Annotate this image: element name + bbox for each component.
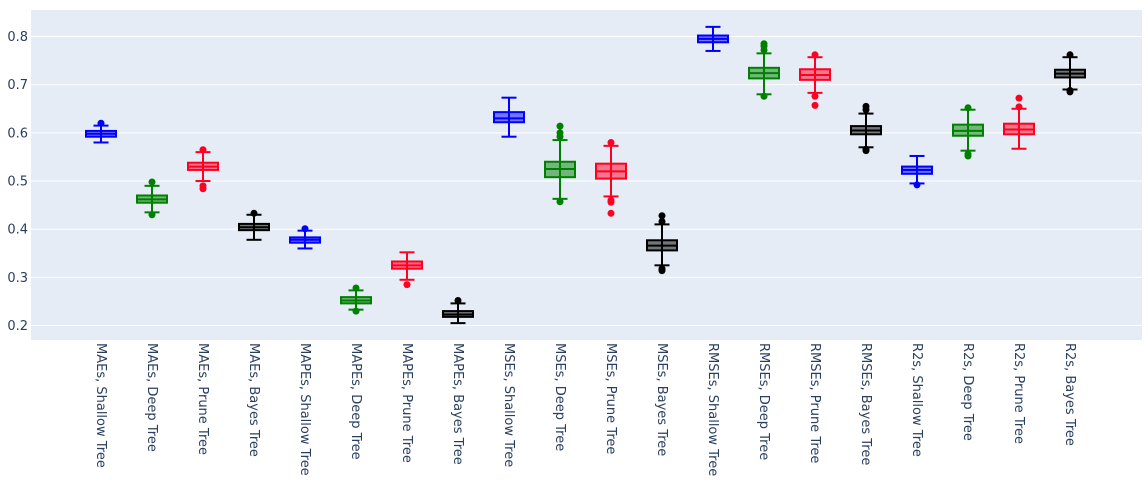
- outlier-point: [556, 122, 564, 130]
- box-17: [952, 104, 984, 160]
- outlier-point: [148, 178, 156, 186]
- outlier-point: [811, 51, 819, 59]
- outlier-point: [556, 198, 564, 206]
- outlier-point: [1066, 86, 1074, 94]
- box-9: [544, 122, 576, 206]
- grid-lines: [31, 35, 1142, 327]
- x-tick-label: R2s, Prune Tree: [1011, 343, 1026, 444]
- box-15: [850, 102, 882, 155]
- outlier-point: [1015, 94, 1023, 102]
- y-tick-label: 0.6: [7, 126, 28, 141]
- box-19: [1054, 51, 1086, 96]
- box-1: [136, 178, 168, 219]
- outlier-point: [964, 150, 972, 158]
- outlier-point: [1015, 103, 1023, 111]
- box-16: [901, 154, 933, 189]
- outlier-point: [658, 265, 666, 273]
- y-tick-label: 0.7: [7, 78, 28, 93]
- box-13: [748, 40, 780, 100]
- outlier-point: [250, 209, 258, 217]
- outlier-point: [454, 296, 462, 304]
- x-tick-label: MAEs, Shallow Tree: [93, 343, 108, 468]
- outlier-point: [760, 92, 768, 100]
- box-5: [340, 284, 372, 315]
- outlier-point: [811, 101, 819, 109]
- x-tick-label: MAPEs, Bayes Tree: [450, 343, 465, 465]
- outlier-point: [556, 129, 564, 137]
- outlier-point: [352, 284, 360, 292]
- box-3: [238, 209, 270, 241]
- x-tick-label: MSEs, Prune Tree: [603, 343, 618, 454]
- outlier-point: [199, 182, 207, 190]
- box-series: [85, 25, 1086, 325]
- outlier-point: [913, 181, 921, 189]
- outlier-point: [403, 281, 411, 289]
- x-tick-label: MAEs, Deep Tree: [144, 343, 159, 452]
- x-tick-label: R2s, Deep Tree: [960, 343, 975, 441]
- x-tick-label: RMSEs, Deep Tree: [756, 343, 771, 460]
- x-tick-label: RMSEs, Bayes Tree: [858, 343, 873, 465]
- box-11: [646, 212, 678, 275]
- x-tick-label: R2s, Shallow Tree: [909, 343, 924, 457]
- outlier-point: [658, 212, 666, 220]
- x-tick-label: MSEs, Shallow Tree: [501, 343, 516, 467]
- y-tick-label: 0.3: [7, 271, 28, 286]
- outlier-point: [148, 211, 156, 219]
- y-tick-label: 0.8: [7, 30, 28, 45]
- outlier-point: [964, 104, 972, 112]
- box-0: [85, 119, 117, 144]
- outlier-point: [862, 145, 870, 153]
- x-tick-label: MSEs, Bayes Tree: [654, 343, 669, 456]
- outlier-point: [607, 138, 615, 146]
- x-tick-label: MAEs, Prune Tree: [195, 343, 210, 455]
- iqr-box: [493, 111, 525, 124]
- outlier-point: [301, 225, 309, 233]
- box-7: [442, 296, 474, 325]
- outlier-point: [658, 217, 666, 225]
- x-tick-label: MAPEs, Deep Tree: [348, 343, 363, 460]
- outlier-point: [1066, 51, 1074, 59]
- outlier-point: [862, 102, 870, 110]
- outlier-point: [760, 40, 768, 48]
- x-tick-label: R2s, Bayes Tree: [1062, 343, 1077, 446]
- box-14: [799, 51, 831, 109]
- box-2: [187, 146, 219, 193]
- x-tick-label: MSEs, Deep Tree: [552, 343, 567, 451]
- outlier-point: [199, 146, 207, 154]
- y-tick-label: 0.5: [7, 175, 28, 190]
- box-6: [391, 251, 423, 289]
- x-tick-label: MAPEs, Prune Tree: [399, 343, 414, 463]
- box-18: [1003, 94, 1035, 150]
- outlier-point: [811, 92, 819, 100]
- y-axis: 0.2 0.3 0.4 0.5 0.6 0.7 0.8: [7, 30, 28, 334]
- outlier-point: [607, 196, 615, 204]
- box-4: [289, 225, 321, 250]
- x-tick-label: MAPEs, Shallow Tree: [297, 343, 312, 476]
- outlier-point: [607, 209, 615, 217]
- box-10: [595, 138, 627, 217]
- plot-area: [31, 10, 1142, 340]
- box-8: [493, 96, 525, 138]
- x-tick-label: RMSEs, Prune Tree: [807, 343, 822, 463]
- box-12: [697, 25, 729, 52]
- y-tick-label: 0.4: [7, 223, 28, 238]
- x-axis: MAEs, Shallow Tree MAEs, Deep Tree MAEs, P…: [93, 343, 1077, 476]
- x-tick-label: MAEs, Bayes Tree: [246, 343, 261, 457]
- outlier-point: [97, 119, 105, 127]
- y-tick-label: 0.2: [7, 319, 28, 334]
- outlier-point: [352, 307, 360, 315]
- x-tick-label: RMSEs, Shallow Tree: [705, 343, 720, 476]
